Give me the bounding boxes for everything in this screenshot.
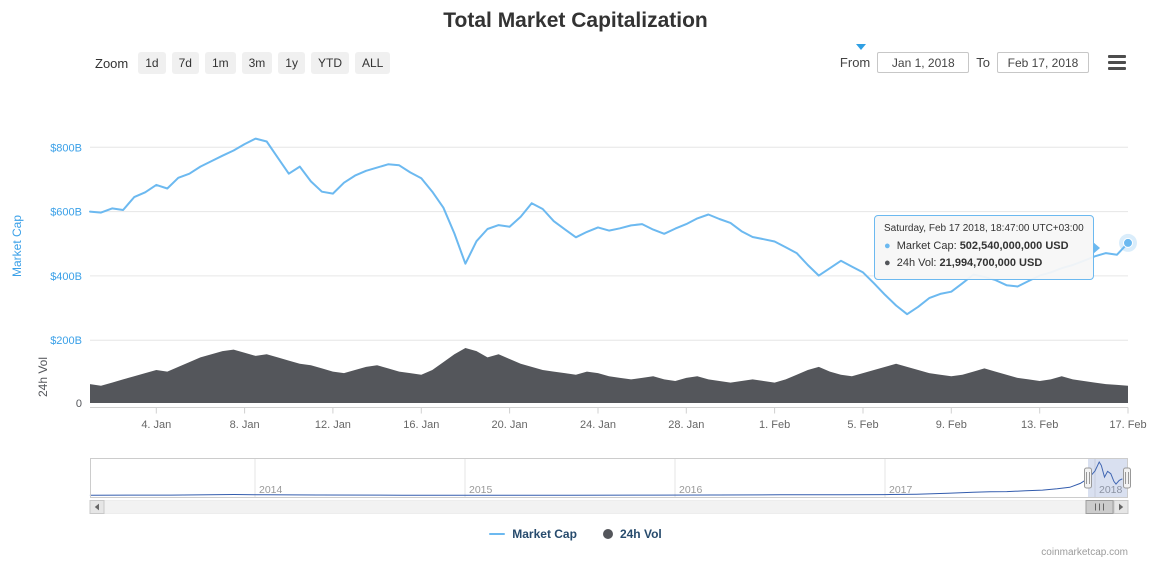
navigator-year-label: 2015 xyxy=(469,484,493,496)
market-cap-series-line[interactable] xyxy=(89,137,1129,316)
y-axis-tick-label: $200B xyxy=(50,335,82,347)
x-axis-tick-label: 12. Jan xyxy=(315,419,351,431)
navigator-selected-range[interactable] xyxy=(1088,458,1127,498)
scrollbar-right-arrow-icon xyxy=(1119,503,1124,511)
tooltip-rows: ● Market Cap: 502,540,000,000 USD ● 24h V… xyxy=(884,238,1084,272)
x-axis-tick-label: 20. Jan xyxy=(492,419,528,431)
legend-label: 24h Vol xyxy=(619,527,662,541)
navigator-year-label: 2014 xyxy=(259,484,283,496)
zoom-button-1y[interactable]: 1y xyxy=(278,52,305,74)
navigator-handle-right[interactable] xyxy=(1123,467,1131,489)
zoom-button-3m[interactable]: 3m xyxy=(241,52,273,74)
legend: Market Cap 24h Vol xyxy=(0,527,1151,541)
tooltip-row: ● 24h Vol: 21,994,700,000 USD xyxy=(884,257,1043,269)
legend-label: Market Cap xyxy=(512,527,577,541)
series-bullet-icon: ● xyxy=(884,240,891,252)
credits: coinmarketcap.com xyxy=(1041,547,1128,558)
x-axis-tick-label: 16. Jan xyxy=(403,419,439,431)
tooltip-row: ● Market Cap: 502,540,000,000 USD xyxy=(884,240,1069,252)
from-date-input[interactable] xyxy=(877,52,970,73)
legend-item-market-cap[interactable]: Market Cap xyxy=(489,527,577,541)
tooltip: Saturday, Feb 17 2018, 18:47:00 UTC+03:0… xyxy=(874,215,1100,280)
legend-item-24h-vol[interactable]: 24h Vol xyxy=(602,527,662,541)
from-label: From xyxy=(839,55,871,70)
tooltip-date: Saturday, Feb 17 2018, 18:47:00 UTC+03:0… xyxy=(884,223,1084,234)
x-axis-tick-label: 13. Feb xyxy=(1021,419,1058,431)
zoom-buttons: 1d 7d 1m 3m 1y YTD ALL xyxy=(138,52,391,74)
zoom-button-all[interactable]: ALL xyxy=(354,52,391,74)
zoom-button-ytd[interactable]: YTD xyxy=(310,52,349,74)
navigator-year-label: 2016 xyxy=(679,484,703,496)
x-axis-tick-label: 28. Jan xyxy=(668,419,704,431)
from-input-marker-icon xyxy=(856,44,866,50)
y-axis-tick-label: $600B xyxy=(50,207,82,219)
x-axis-tick-label: 17. Feb xyxy=(1109,419,1146,431)
chart-title: Total Market Capitalization xyxy=(443,9,708,32)
last-point-marker[interactable] xyxy=(1123,237,1133,248)
navigator-year-label: 2018 xyxy=(1099,484,1123,496)
x-axis-tick-label: 24. Jan xyxy=(580,419,616,431)
y-axis-tick-label: $400B xyxy=(50,271,82,283)
legend-line-icon xyxy=(489,533,506,535)
x-axis-tick-label: 8. Jan xyxy=(230,419,260,431)
y-axis-tick-label: $800B xyxy=(50,142,82,154)
context-menu-icon[interactable] xyxy=(1106,53,1128,72)
range-selector: Zoom 1d 7d 1m 3m 1y YTD ALL xyxy=(95,52,391,74)
zoom-label: Zoom xyxy=(95,55,129,71)
navigator-handle-left[interactable] xyxy=(1084,467,1092,489)
x-axis-tick-label: 5. Feb xyxy=(847,419,878,431)
scrollbar-left-arrow-icon xyxy=(94,503,99,511)
navigator-series-line xyxy=(89,460,1123,496)
zoom-button-1d[interactable]: 1d xyxy=(138,52,166,74)
to-label: To xyxy=(976,55,990,70)
y-axis-title: Market Cap xyxy=(10,215,24,277)
to-date-input[interactable] xyxy=(997,52,1089,73)
volume-series-area[interactable] xyxy=(90,348,1128,403)
date-range-controls: From To xyxy=(840,52,1128,73)
series-bullet-icon: ● xyxy=(884,257,891,269)
volume-axis-tick-label: 0 xyxy=(76,398,82,410)
scrollbar-track[interactable] xyxy=(103,500,1115,514)
legend-circle-icon xyxy=(602,529,613,539)
zoom-button-1m[interactable]: 1m xyxy=(204,52,236,74)
x-axis-tick-label: 9. Feb xyxy=(936,419,967,431)
x-axis-tick-label: 4. Jan xyxy=(141,419,171,431)
navigator-year-label: 2017 xyxy=(889,484,913,496)
navigator-outline xyxy=(90,458,1128,498)
zoom-button-7d[interactable]: 7d xyxy=(171,52,199,74)
volume-axis-title: 24h Vol xyxy=(36,357,50,397)
x-axis-tick-label: 1. Feb xyxy=(759,419,790,431)
